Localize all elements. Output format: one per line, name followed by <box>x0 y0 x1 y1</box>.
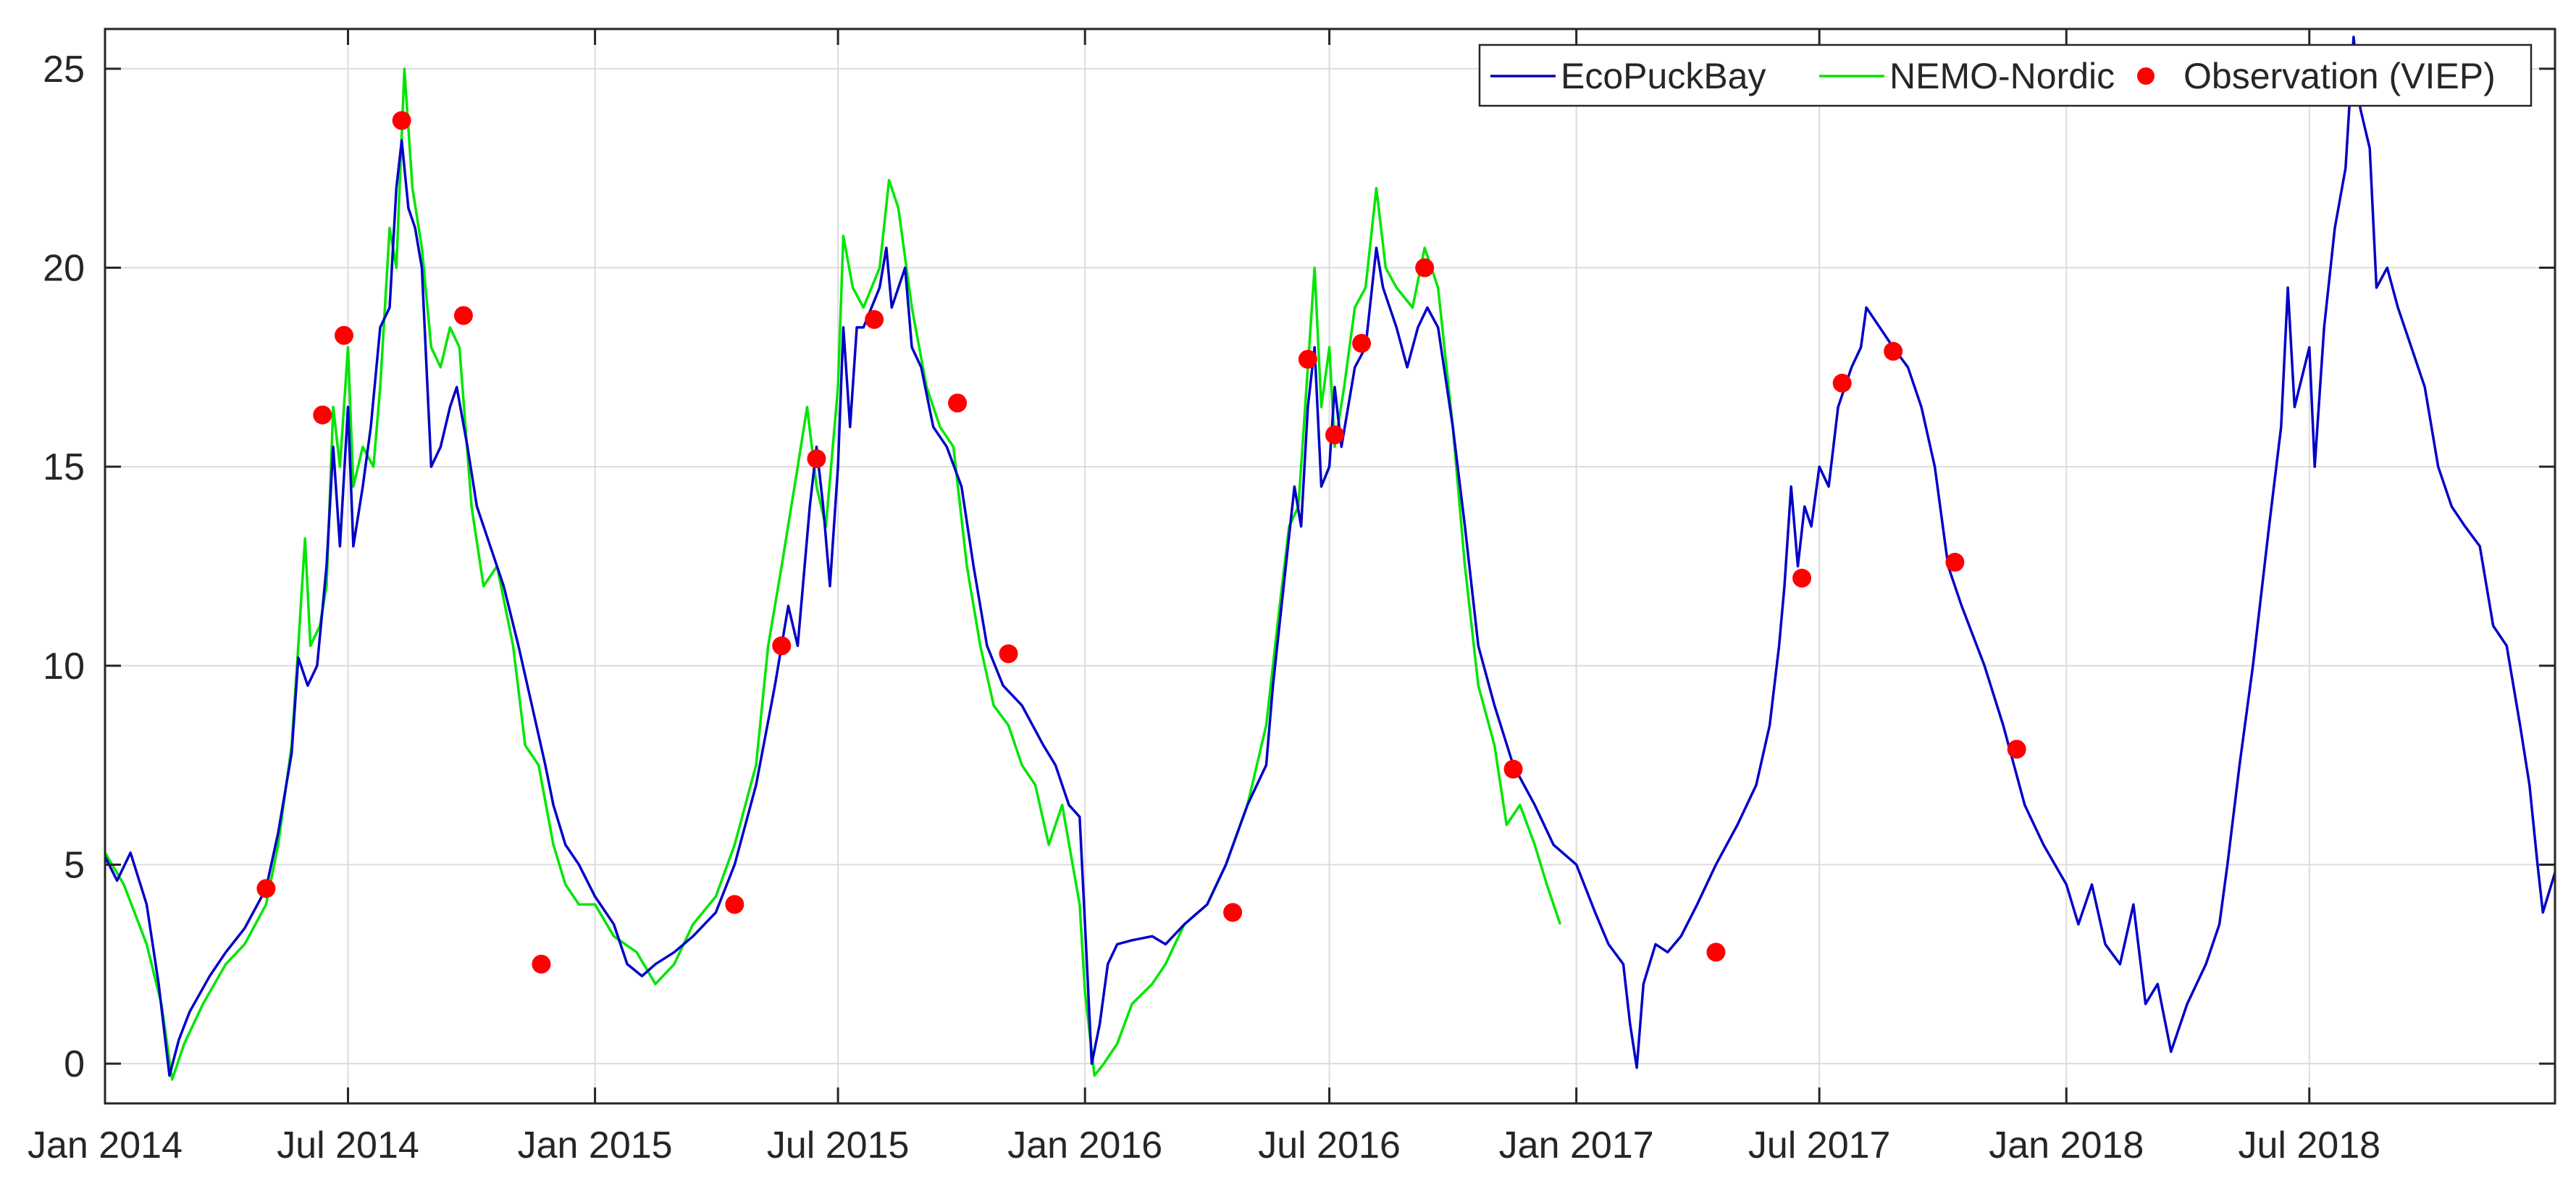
y-tick-label: 10 <box>43 646 85 688</box>
observation-point <box>725 895 744 914</box>
observation-point <box>532 954 551 974</box>
x-tick-label: Jan 2018 <box>1989 1124 2144 1166</box>
observation-point <box>1415 258 1435 277</box>
y-tick-label: 15 <box>43 446 85 488</box>
y-tick-label: 20 <box>43 248 85 290</box>
x-tick-label: Jul 2017 <box>1748 1124 1891 1166</box>
y-tick-label: 25 <box>43 49 85 91</box>
x-tick-label: Jul 2016 <box>1258 1124 1401 1166</box>
series-layer <box>104 36 2556 1081</box>
observation-point <box>1706 943 1726 962</box>
observation-point <box>865 309 884 329</box>
observation-point <box>2007 740 2026 759</box>
observation-point <box>807 449 826 469</box>
legend-label: Observation (VIEP) <box>2183 56 2496 96</box>
observation-point <box>453 306 473 325</box>
x-tick-label: Jan 2014 <box>28 1124 182 1166</box>
observation-point <box>948 393 968 413</box>
series-line-nemo-nordic <box>104 67 1562 1081</box>
observation-point <box>1325 425 1344 445</box>
axis-ticks: 0 5 10 15 20 25 Jan 2014 Jul 2014 Jan 2015 Jul 20… <box>28 29 2555 1166</box>
observation-point <box>1298 349 1317 369</box>
series-line-ecopuckbay <box>104 36 2556 1077</box>
observation-point <box>1832 373 1852 393</box>
legend-box <box>1478 43 2533 107</box>
legend-label: NEMO-Nordic <box>1889 56 2115 96</box>
observation-point <box>1792 568 1812 588</box>
observation-point <box>1352 333 1372 353</box>
y-tick-label: 0 <box>64 1043 85 1085</box>
observation-point <box>313 405 332 425</box>
observation-point <box>772 636 792 656</box>
y-tick-label: 5 <box>64 844 85 886</box>
grid-lines <box>104 29 2555 1103</box>
x-tick-label: Jan 2015 <box>518 1124 673 1166</box>
observation-point <box>999 644 1018 664</box>
x-tick-label: Jan 2016 <box>1007 1124 1162 1166</box>
observation-point <box>1884 341 1903 361</box>
x-tick-label: Jan 2017 <box>1499 1124 1654 1166</box>
observation-point <box>1503 759 1523 779</box>
legend-label: EcoPuckBay <box>1561 56 1766 96</box>
legend-swatch <box>2137 67 2155 85</box>
x-tick-label: Jul 2015 <box>767 1124 910 1166</box>
observation-point <box>1223 903 1243 922</box>
x-tick-label: Jul 2014 <box>277 1124 419 1166</box>
legend: EcoPuckBay NEMO-Nordic Observation (VIEP) <box>1478 43 2533 107</box>
observation-point <box>334 325 353 345</box>
observation-point <box>1945 553 1965 572</box>
observation-point <box>256 879 276 898</box>
observation-point <box>392 111 411 130</box>
x-tick-label: Jul 2018 <box>2238 1124 2380 1166</box>
